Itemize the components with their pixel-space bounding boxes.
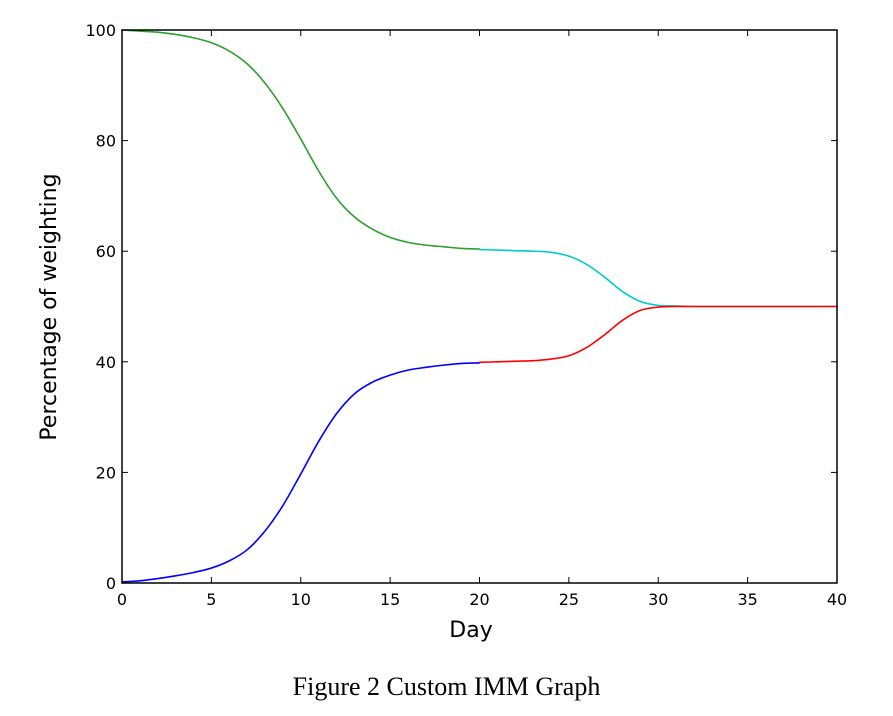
x-tick-label: 15 [380,590,400,609]
y-tick-label: 60 [96,242,116,261]
tick-layer: 0 5 10 15 20 25 30 35 40 0 20 40 60 80 100 [85,21,847,609]
x-tick-label: 30 [648,590,668,609]
y-tick-label: 80 [96,132,116,151]
y-axis-label: Percentage of weighting [37,173,62,440]
series-line-2 [121,362,481,583]
x-tick-label: 35 [737,590,757,609]
x-tick-label: 5 [206,590,216,609]
y-tick-label: 0 [106,574,116,593]
x-tick-label: 20 [469,590,489,609]
series-line-3 [478,248,838,308]
figure-caption: Figure 2 Custom IMM Graph [292,672,601,701]
series-line-1 [121,29,481,250]
x-axis-label: Day [449,618,492,643]
x-tick-label: 25 [559,590,579,609]
y-tick-label: 40 [96,353,116,372]
x-tick-label: 40 [827,590,847,609]
series-layer [121,29,838,583]
y-tick-label: 20 [96,463,116,482]
series-line-4 [478,305,838,364]
y-tick-label: 100 [85,21,116,40]
x-tick-label: 0 [117,590,127,609]
x-tick-label: 10 [291,590,311,609]
